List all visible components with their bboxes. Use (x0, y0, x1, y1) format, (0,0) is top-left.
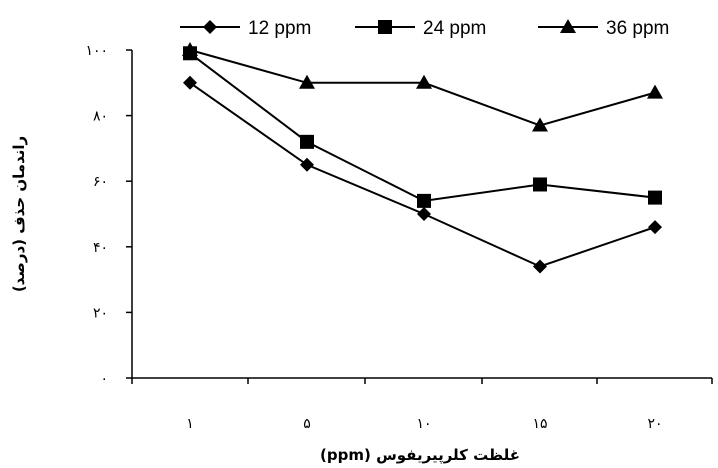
series-3 (182, 42, 663, 132)
data-point (533, 177, 547, 192)
series-group (182, 42, 663, 274)
data-point (648, 220, 662, 235)
data-point (417, 207, 431, 221)
x-tick-label: ۱۰ (416, 416, 431, 432)
data-point (416, 74, 432, 89)
data-point (299, 74, 315, 89)
legend: 12 ppm 24 ppm 36 ppm (180, 18, 669, 39)
series-1 (183, 75, 662, 274)
series-line (189, 52, 656, 202)
legend-item: 24 ppm (355, 18, 486, 39)
data-point (183, 75, 197, 90)
y-tick-label: ۴۰ (93, 240, 108, 256)
data-point (648, 190, 662, 205)
y-tick-label: ۰ (100, 371, 108, 387)
legend-marker (560, 19, 576, 33)
x-axis-title: غلظت کلرپیریفوس (ppm) (320, 446, 520, 465)
data-point (647, 84, 663, 99)
x-tick-label: ۲۰ (647, 416, 662, 432)
data-point (532, 117, 548, 132)
legend-marker (378, 20, 392, 34)
legend-item: 12 ppm (180, 18, 311, 39)
x-tick-label: ۵ (303, 416, 311, 432)
data-point (533, 259, 547, 274)
axes (131, 50, 712, 379)
y-tick-label: ۲۰ (93, 305, 108, 321)
legend-item: 36 ppm (538, 18, 669, 39)
legend-label: 36 ppm (606, 18, 669, 39)
legend-label: 24 ppm (423, 18, 486, 39)
data-point (300, 157, 314, 172)
x-tick-label: ۱۵ (532, 416, 547, 432)
legend-marker (203, 20, 217, 34)
y-tick-label: ۸۰ (93, 109, 108, 125)
y-axis-title: راندمان حذف (درصد) (10, 136, 28, 292)
y-tick-label: ۶۰ (93, 174, 108, 190)
legend-label: 12 ppm (248, 18, 311, 39)
x-tick-label: ۱ (186, 416, 194, 432)
data-point (182, 42, 198, 56)
series-line (189, 81, 656, 268)
y-tick-label: ۱۰۰ (85, 43, 108, 59)
x-ticks: ۱ ۵ ۱۰ ۱۵ ۲۰ (131, 378, 713, 432)
data-point (300, 134, 314, 149)
y-ticks: ۰ ۲۰ ۴۰ ۶۰ ۸۰ ۱۰۰ (85, 43, 132, 387)
series-2 (183, 46, 662, 208)
data-point (417, 193, 431, 208)
